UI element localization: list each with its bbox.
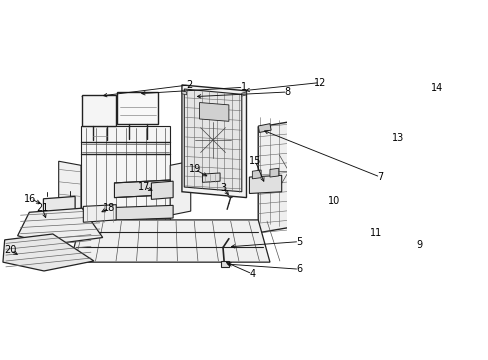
Polygon shape xyxy=(249,175,281,193)
Circle shape xyxy=(85,223,88,226)
Polygon shape xyxy=(184,89,241,192)
Polygon shape xyxy=(117,92,158,124)
Polygon shape xyxy=(340,99,354,105)
Polygon shape xyxy=(252,170,261,179)
Text: 6: 6 xyxy=(296,264,302,274)
Polygon shape xyxy=(182,91,186,95)
Text: 11: 11 xyxy=(369,228,381,238)
Polygon shape xyxy=(182,85,246,198)
Circle shape xyxy=(60,251,63,255)
Polygon shape xyxy=(199,103,228,121)
Polygon shape xyxy=(83,204,116,222)
Text: 3: 3 xyxy=(220,183,225,193)
Text: 5: 5 xyxy=(296,237,302,247)
Polygon shape xyxy=(70,220,269,262)
Polygon shape xyxy=(114,180,170,198)
Polygon shape xyxy=(170,161,190,215)
Circle shape xyxy=(271,182,277,188)
Text: 17: 17 xyxy=(138,182,150,192)
Polygon shape xyxy=(59,161,81,215)
Polygon shape xyxy=(3,234,94,271)
Text: 21: 21 xyxy=(36,203,48,213)
Text: 18: 18 xyxy=(103,203,115,213)
Polygon shape xyxy=(43,197,75,213)
Circle shape xyxy=(62,225,66,228)
Polygon shape xyxy=(258,124,270,132)
Polygon shape xyxy=(331,103,363,239)
Circle shape xyxy=(163,187,169,193)
Text: 14: 14 xyxy=(430,84,443,94)
Polygon shape xyxy=(269,168,278,177)
Text: 9: 9 xyxy=(416,239,422,249)
Text: 20: 20 xyxy=(4,246,17,256)
Circle shape xyxy=(19,255,22,258)
Text: 8: 8 xyxy=(284,87,290,97)
Polygon shape xyxy=(419,77,432,85)
Polygon shape xyxy=(202,173,220,183)
Text: 16: 16 xyxy=(24,194,37,204)
Text: 19: 19 xyxy=(188,165,201,175)
Text: 4: 4 xyxy=(249,269,255,279)
Circle shape xyxy=(41,226,44,230)
Polygon shape xyxy=(241,92,246,96)
Circle shape xyxy=(125,235,133,243)
Text: 2: 2 xyxy=(185,80,192,90)
Text: 15: 15 xyxy=(248,156,261,166)
Polygon shape xyxy=(258,117,319,233)
Polygon shape xyxy=(81,126,170,247)
Circle shape xyxy=(253,182,259,188)
Polygon shape xyxy=(114,205,173,220)
Polygon shape xyxy=(369,126,387,136)
Circle shape xyxy=(154,188,160,193)
Polygon shape xyxy=(151,181,173,199)
Circle shape xyxy=(227,192,233,198)
Text: 13: 13 xyxy=(391,133,403,143)
Text: 7: 7 xyxy=(376,172,383,182)
Circle shape xyxy=(39,253,43,256)
Polygon shape xyxy=(18,208,102,244)
Text: 10: 10 xyxy=(328,195,340,206)
Polygon shape xyxy=(220,261,228,267)
Text: 12: 12 xyxy=(313,78,325,87)
Polygon shape xyxy=(82,95,116,126)
Text: 1: 1 xyxy=(240,82,246,92)
Circle shape xyxy=(207,233,215,242)
